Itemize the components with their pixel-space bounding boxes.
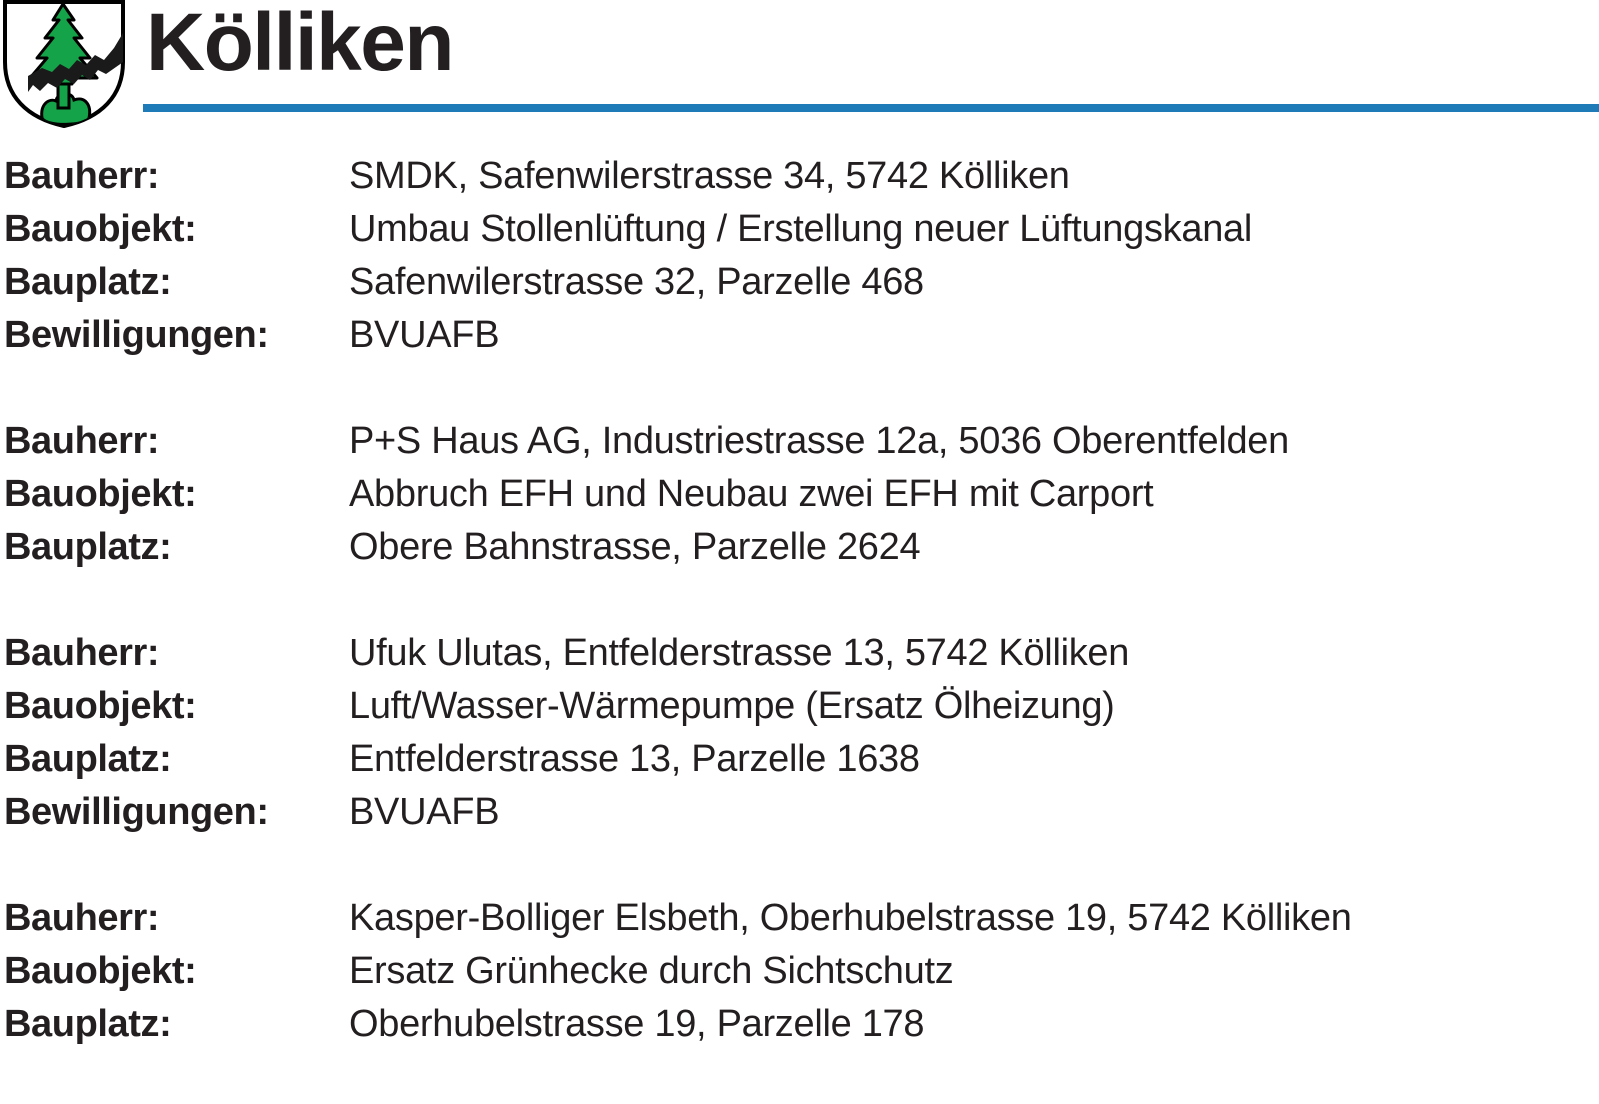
listing-row: Bauherr: Kasper-Bolliger Elsbeth, Oberhub… [0, 892, 1599, 945]
listing-row-value: Umbau Stollenlüftung / Erstellung neuer … [349, 208, 1253, 250]
listing-row-value: SMDK, Safenwilerstrasse 34, 5742 Köllike… [349, 155, 1070, 197]
listing-row-label: Bauobjekt: [4, 208, 197, 250]
listing-row: Bauplatz: Entfelderstrasse 13, Parzelle 1… [0, 733, 1599, 786]
listing-row-value: Entfelderstrasse 13, Parzelle 1638 [349, 738, 920, 780]
listing-row-label: Bauherr: [4, 632, 160, 674]
listing-row-label: Bewilligungen: [4, 791, 269, 833]
listing-row-value: Ufuk Ulutas, Entfelderstrasse 13, 5742 K… [349, 632, 1130, 674]
listing-row-value: BVUAFB [349, 791, 500, 833]
listing-row-value: Obere Bahnstrasse, Parzelle 2624 [349, 526, 921, 568]
listing-row-label: Bauobjekt: [4, 685, 197, 727]
listing-row-value: Oberhubelstrasse 19, Parzelle 178 [349, 1003, 925, 1045]
listing-row-label: Bewilligungen: [4, 314, 269, 356]
listing-row: Bauobjekt: Ersatz Grünhecke durch Sichtsc… [0, 945, 1599, 998]
listing-row: Bauobjekt: Umbau Stollenlüftung / Erstell… [0, 203, 1599, 256]
listing-row-label: Bauplatz: [4, 1003, 172, 1045]
listing-row-label: Bauobjekt: [4, 950, 197, 992]
listing-row-value: Luft/Wasser-Wärmepumpe (Ersatz Ölheizung… [349, 685, 1115, 727]
page-header: Kölliken [0, 0, 1599, 128]
building-application-entry: Bauherr: Kasper-Bolliger Elsbeth, Oberhub… [0, 892, 1599, 1051]
listing-row-value: Kasper-Bolliger Elsbeth, Oberhubelstrass… [349, 897, 1352, 939]
building-applications-list: Bauherr: SMDK, Safenwilerstrasse 34, 5742… [0, 150, 1599, 1104]
listing-row-value: BVUAFB [349, 314, 500, 356]
listing-row-label: Bauherr: [4, 420, 160, 462]
listing-row: Bewilligungen: BVUAFB [0, 309, 1599, 362]
listing-row-label: Bauplatz: [4, 738, 172, 780]
listing-row: Bewilligungen: BVUAFB [0, 786, 1599, 839]
listing-row: Bauherr: Ufuk Ulutas, Entfelderstrasse 13… [0, 627, 1599, 680]
title-underline-rule [143, 104, 1599, 112]
page-title: Kölliken [146, 0, 454, 88]
building-application-entry: Bauherr: SMDK, Safenwilerstrasse 34, 5742… [0, 150, 1599, 362]
listing-row: Bauplatz: Safenwilerstrasse 32, Parzelle … [0, 256, 1599, 309]
building-application-entry: Bauherr: P+S Haus AG, Industriestrasse 12… [0, 415, 1599, 574]
listing-row-label: Bauplatz: [4, 261, 172, 303]
building-application-entry: Bauherr: Ufuk Ulutas, Entfelderstrasse 13… [0, 627, 1599, 839]
listing-row-label: Bauherr: [4, 155, 160, 197]
listing-row-label: Bauobjekt: [4, 473, 197, 515]
listing-row-value: P+S Haus AG, Industriestrasse 12a, 5036 … [349, 420, 1289, 462]
coat-of-arms-shield-fir-tree-icon [2, 0, 126, 128]
listing-row-value: Safenwilerstrasse 32, Parzelle 468 [349, 261, 924, 303]
listing-row: Bauherr: SMDK, Safenwilerstrasse 34, 5742… [0, 150, 1599, 203]
listing-row: Bauherr: P+S Haus AG, Industriestrasse 12… [0, 415, 1599, 468]
listing-row-value: Abbruch EFH und Neubau zwei EFH mit Carp… [349, 473, 1154, 515]
listing-row: Bauplatz: Oberhubelstrasse 19, Parzelle 1… [0, 998, 1599, 1051]
listing-row: Bauobjekt: Abbruch EFH und Neubau zwei EF… [0, 468, 1599, 521]
listing-row: Bauplatz: Obere Bahnstrasse, Parzelle 262… [0, 521, 1599, 574]
listing-row-label: Bauplatz: [4, 526, 172, 568]
listing-row-label: Bauherr: [4, 897, 160, 939]
listing-row: Bauobjekt: Luft/Wasser-Wärmepumpe (Ersatz… [0, 680, 1599, 733]
listing-row-value: Ersatz Grünhecke durch Sichtschutz [349, 950, 954, 992]
